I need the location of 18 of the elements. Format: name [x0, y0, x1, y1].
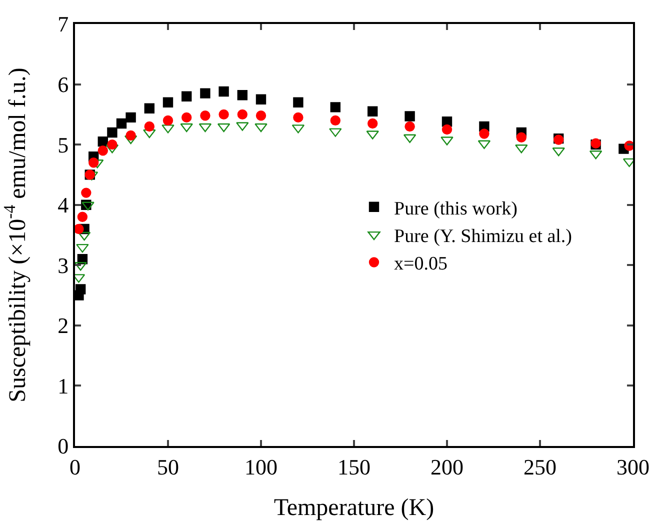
- x-tick-label: 100: [244, 454, 278, 480]
- y-tick-label: 6: [58, 72, 69, 97]
- y-tick-label: 2: [58, 313, 69, 338]
- x-tick-label: 300: [616, 454, 650, 480]
- y-tick-label: 7: [58, 12, 69, 37]
- x-tick-label: 200: [430, 454, 464, 480]
- y-tick-label: 4: [58, 192, 69, 218]
- legend-label: Pure (Y. Shimizu et al.): [394, 226, 572, 247]
- legend-label: x=0.05: [394, 254, 448, 275]
- y-tick-label: 3: [58, 252, 69, 278]
- y-tick-label: 1: [58, 373, 69, 398]
- y-tick-label: 5: [58, 132, 69, 158]
- legend-label: Pure (this work): [394, 198, 518, 220]
- y-tick-label: 0: [58, 434, 69, 459]
- x-tick-label: 250: [524, 454, 556, 480]
- x-axis-title: Temperature (K): [274, 495, 434, 521]
- x-tick-label: 150: [338, 454, 370, 480]
- x-tick-label: 50: [157, 454, 179, 480]
